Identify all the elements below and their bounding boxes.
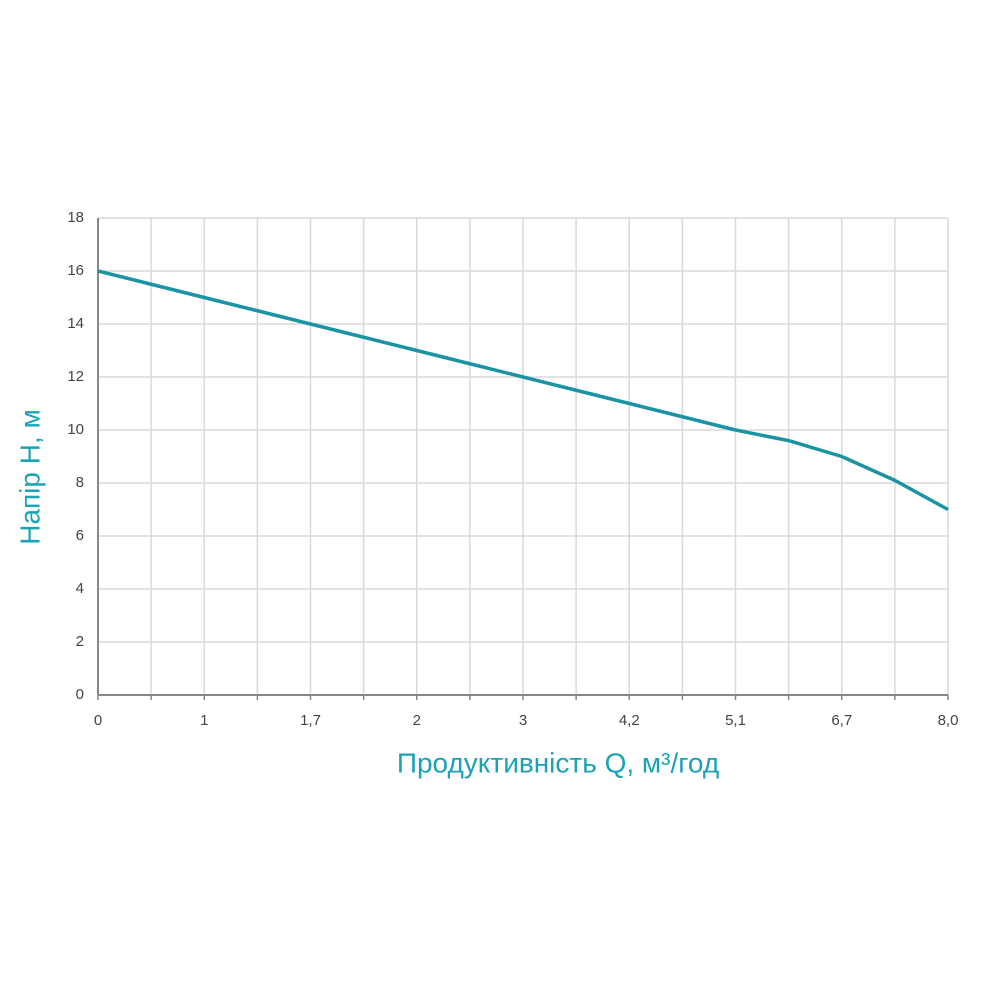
x-tick-label: 3 — [519, 712, 527, 729]
x-tick-label: 8,0 — [938, 712, 959, 729]
x-tick-label: 6,7 — [831, 712, 852, 729]
x-tick-label: 5,1 — [725, 712, 746, 729]
x-tick-label: 0 — [94, 712, 102, 729]
line-series — [97, 269, 949, 512]
x-axis-label: Продуктивність Q, м³/год — [397, 747, 719, 778]
x-tick-label: 2 — [413, 712, 421, 729]
y-tick-label: 0 — [76, 686, 84, 703]
x-tick-label: 1,7 — [300, 712, 321, 729]
y-tick-label: 6 — [76, 527, 84, 544]
y-tick-label: 16 — [67, 262, 84, 279]
y-tick-label: 8 — [76, 474, 84, 491]
y-tick-label: 14 — [67, 315, 84, 332]
y-tick-label: 12 — [67, 368, 84, 385]
y-tick-label: 10 — [67, 421, 84, 438]
x-tick-label: 4,2 — [619, 712, 640, 729]
x-tick-label: 1 — [200, 712, 208, 729]
y-axis-label: Напір H, м — [14, 409, 45, 545]
y-tick-label: 4 — [76, 580, 84, 597]
y-tick-label: 18 — [67, 209, 84, 226]
y-tick-label: 2 — [76, 633, 84, 650]
